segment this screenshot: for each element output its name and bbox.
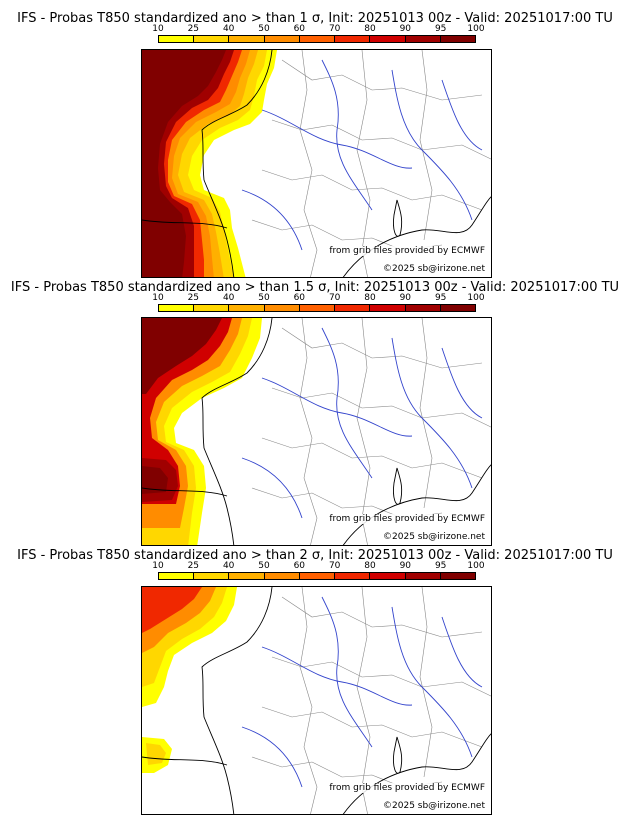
colorbar-ticks: 10 25 40 50 60 70 80 90 95 100	[152, 24, 484, 35]
colorbar-swatch	[440, 305, 475, 311]
colorbar-swatch	[299, 573, 336, 579]
colorbar-swatch	[159, 305, 195, 311]
colorbar-swatch	[159, 36, 195, 42]
colorbar-swatch	[194, 36, 230, 42]
copyright-credit: ©2025 sb@irizone.net	[381, 264, 487, 274]
colorbar-swatch	[405, 573, 441, 579]
source-credit: from grib files provided by ECMWF	[327, 246, 487, 256]
colorbar-tick: 40	[222, 24, 235, 34]
colorbar-ticks: 10 25 40 50 60 70 80 90 95 100	[152, 293, 484, 304]
probability-shading	[142, 50, 277, 277]
colorbar-swatch	[229, 36, 265, 42]
colorbar-swatch	[194, 305, 230, 311]
colorbar-swatch	[194, 573, 230, 579]
colorbar-swatch	[264, 305, 300, 311]
colorbar-swatches	[158, 304, 476, 312]
colorbar-tick: 60	[293, 293, 306, 303]
panel-3-title: IFS - Probas T850 standardized ano > tha…	[17, 548, 613, 563]
probability-shading	[142, 587, 237, 773]
probability-shading	[142, 318, 262, 545]
panel-2-colorbar: 10 25 40 50 60 70 80 90 95 100	[152, 293, 485, 312]
colorbar-swatch	[264, 573, 300, 579]
probability-map	[142, 587, 491, 814]
colorbar-swatch	[299, 305, 336, 311]
colorbar-tick: 10	[152, 293, 164, 303]
panel-1-colorbar: 10 25 40 50 60 70 80 90 95 100	[152, 24, 485, 43]
admin-borders	[251, 318, 491, 545]
colorbar-swatch	[229, 305, 265, 311]
colorbar-tick: 100	[467, 561, 485, 571]
colorbar-swatch	[335, 573, 371, 579]
colorbar-swatch	[440, 573, 475, 579]
colorbar-tick: 80	[364, 293, 376, 303]
probability-map	[142, 318, 491, 545]
colorbar-swatch	[335, 36, 371, 42]
colorbar-tick: 25	[187, 293, 200, 303]
colorbar-swatch	[370, 305, 406, 311]
colorbar-swatches	[158, 35, 476, 43]
rivers	[241, 596, 483, 788]
panel-2-title: IFS - Probas T850 standardized ano > tha…	[10, 280, 620, 295]
colorbar-swatch	[159, 573, 195, 579]
colorbar-swatch	[229, 573, 265, 579]
colorbar-tick: 80	[364, 561, 376, 571]
colorbar-tick: 10	[152, 24, 164, 34]
panel-3-colorbar: 10 25 40 50 60 70 80 90 95 100	[152, 561, 485, 580]
colorbar-swatch	[335, 305, 371, 311]
colorbar-tick: 100	[467, 293, 485, 303]
panel-1-title: IFS - Probas T850 standardized ano > tha…	[17, 11, 613, 26]
colorbar-tick: 90	[399, 24, 412, 34]
panel-1-map: from grib files provided by ECMWF ©2025 …	[141, 49, 492, 278]
colorbar-ticks: 10 25 40 50 60 70 80 90 95 100	[152, 561, 484, 572]
colorbar-tick: 90	[399, 561, 412, 571]
source-credit: from grib files provided by ECMWF	[327, 783, 487, 793]
admin-borders	[251, 587, 491, 814]
colorbar-tick: 25	[187, 24, 200, 34]
colorbar-swatch	[405, 36, 441, 42]
source-credit: from grib files provided by ECMWF	[327, 514, 487, 524]
colorbar-tick: 80	[364, 24, 376, 34]
colorbar-swatch	[299, 36, 336, 42]
colorbar-tick: 40	[222, 561, 235, 571]
colorbar-swatch	[370, 36, 406, 42]
colorbar-tick: 10	[152, 561, 164, 571]
colorbar-tick: 70	[328, 561, 341, 571]
colorbar-tick: 95	[434, 293, 447, 303]
colorbar-tick: 95	[434, 561, 447, 571]
colorbar-tick: 50	[258, 293, 270, 303]
coastline	[142, 50, 491, 277]
colorbar-tick: 70	[328, 293, 341, 303]
copyright-credit: ©2025 sb@irizone.net	[381, 532, 487, 542]
panel-2-map: from grib files provided by ECMWF ©2025 …	[141, 317, 492, 546]
colorbar-swatch	[440, 36, 475, 42]
colorbar-tick: 50	[258, 561, 270, 571]
colorbar-tick: 70	[328, 24, 341, 34]
colorbar-tick: 90	[399, 293, 412, 303]
panel-3-map: from grib files provided by ECMWF ©2025 …	[141, 586, 492, 815]
colorbar-swatches	[158, 572, 476, 580]
rivers	[241, 327, 483, 519]
colorbar-tick: 50	[258, 24, 270, 34]
colorbar-tick: 60	[293, 561, 306, 571]
probability-map	[142, 50, 491, 277]
colorbar-tick: 95	[434, 24, 447, 34]
colorbar-swatch	[370, 573, 406, 579]
rivers	[241, 59, 483, 251]
copyright-credit: ©2025 sb@irizone.net	[381, 801, 487, 811]
colorbar-tick: 60	[293, 24, 306, 34]
admin-borders	[251, 50, 491, 277]
colorbar-tick: 40	[222, 293, 235, 303]
colorbar-swatch	[405, 305, 441, 311]
colorbar-swatch	[264, 36, 300, 42]
colorbar-tick: 25	[187, 561, 200, 571]
colorbar-tick: 100	[467, 24, 485, 34]
